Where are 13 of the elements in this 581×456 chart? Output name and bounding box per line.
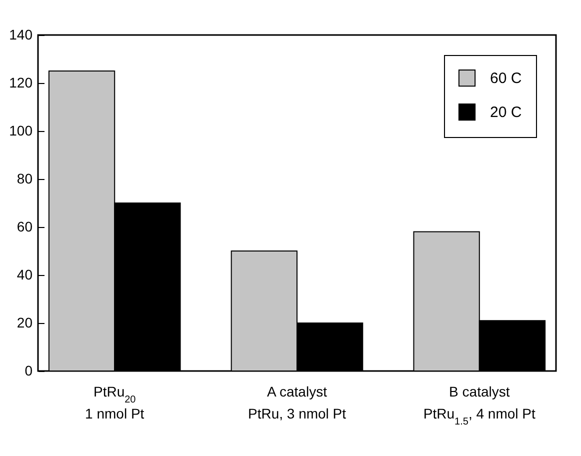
x-tick-label: PtRu$_{20}$ 1 nmol Pt [85, 384, 144, 422]
legend-label: 60 C [490, 70, 522, 87]
y-tick-label: 100 [9, 122, 33, 138]
y-tick-label: 0 [24, 362, 33, 378]
legend-label: 20 C [490, 104, 522, 121]
x-tick-label: A catalyst PtRu, 3 nmol Pt [248, 384, 346, 422]
y-tick-label: 20 [16, 314, 33, 330]
y-tick-label: 60 [16, 218, 33, 234]
y-tick-label: 140 [9, 26, 33, 42]
y-tick-label: 120 [9, 74, 33, 90]
x-tick-label: B catalyst PtRu$_{1.5}$, 4 nmol Pt [423, 384, 536, 427]
y-tick-label: 80 [16, 170, 33, 186]
y-tick-label: 40 [16, 266, 33, 282]
